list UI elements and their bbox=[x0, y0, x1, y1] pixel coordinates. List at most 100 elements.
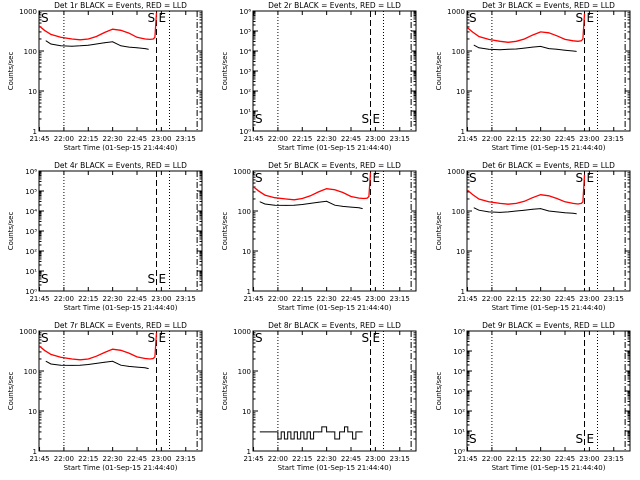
data-point bbox=[309, 431, 311, 433]
data-point bbox=[473, 207, 475, 209]
start-marker: S bbox=[255, 112, 263, 126]
y-tick-label: 10³ bbox=[239, 68, 251, 76]
data-point bbox=[144, 48, 146, 49]
data-point bbox=[326, 200, 328, 202]
y-tick-label: 10 bbox=[28, 88, 37, 96]
chart-title: Det 2r BLACK = Events, RED = LLD bbox=[268, 1, 401, 10]
y-tick-label: 10 bbox=[242, 248, 251, 256]
chart-panel-1: Det 1r BLACK = Events, RED = LLD 21:45 22:… bbox=[7, 1, 203, 152]
data-point bbox=[128, 46, 130, 48]
data-point bbox=[301, 198, 303, 199]
data-point bbox=[342, 206, 344, 207]
y-tick-label: 1000 bbox=[233, 328, 251, 336]
data-point bbox=[112, 41, 114, 43]
y-tick-label: 1000 bbox=[447, 168, 465, 176]
y-tick-label: 1000 bbox=[19, 8, 37, 16]
y-axis-label: Counts/sec bbox=[435, 372, 443, 411]
x-tick-label: 23:15 bbox=[390, 295, 410, 303]
y-tick-label: 10⁶ bbox=[453, 328, 465, 336]
data-point bbox=[523, 47, 525, 49]
y-tick-label: 100 bbox=[24, 48, 37, 56]
data-point bbox=[50, 363, 52, 365]
data-point bbox=[39, 345, 40, 347]
data-point bbox=[478, 209, 480, 211]
series-events-line bbox=[45, 360, 149, 370]
y-tick-label: 10⁰ bbox=[239, 128, 251, 136]
data-point bbox=[79, 39, 81, 41]
data-point bbox=[104, 32, 105, 33]
series-events-line bbox=[259, 200, 363, 210]
x-tick-label: 22:15 bbox=[78, 455, 98, 463]
data-point bbox=[326, 426, 328, 428]
data-point bbox=[582, 38, 584, 40]
data-point bbox=[350, 196, 352, 197]
data-point bbox=[507, 211, 509, 213]
data-point bbox=[44, 349, 45, 351]
y-tick-label: 1 bbox=[247, 288, 251, 296]
data-point bbox=[347, 426, 349, 428]
data-point bbox=[309, 195, 311, 197]
end-marker: E bbox=[373, 171, 381, 185]
data-point bbox=[156, 332, 157, 334]
data-point bbox=[45, 40, 47, 42]
end-marker: E bbox=[159, 11, 167, 25]
data-point bbox=[556, 198, 558, 199]
data-point bbox=[577, 203, 579, 205]
data-point bbox=[112, 28, 114, 30]
data-point bbox=[306, 431, 308, 433]
y-tick-label: 10⁴ bbox=[239, 48, 251, 56]
data-point bbox=[507, 41, 509, 43]
data-point bbox=[334, 204, 336, 206]
data-point bbox=[50, 34, 52, 35]
chart-panel-5: Det 5r BLACK = Events, RED = LLD 21:45 22:… bbox=[221, 161, 417, 312]
x-tick-label: 23:15 bbox=[176, 135, 196, 143]
chart-title: Det 5r BLACK = Events, RED = LLD bbox=[268, 161, 401, 170]
data-point bbox=[331, 431, 332, 433]
x-axis-label: Start Time (01-Sep-15 21:44:40) bbox=[278, 464, 392, 472]
start-marker: S bbox=[41, 331, 49, 345]
data-point bbox=[540, 31, 542, 33]
y-tick-label: 10⁵ bbox=[25, 188, 37, 196]
y-tick-label: 10⁰ bbox=[25, 288, 37, 296]
data-point bbox=[515, 210, 517, 212]
x-axis-label: Start Time (01-Sep-15 21:44:40) bbox=[492, 304, 606, 312]
series-lld-line bbox=[39, 332, 158, 361]
x-tick-label: 22:30 bbox=[317, 455, 337, 463]
x-tick-label: 23:15 bbox=[604, 135, 624, 143]
data-point bbox=[347, 431, 349, 433]
start-marker-2: S bbox=[576, 432, 584, 446]
y-tick-label: 100 bbox=[238, 368, 251, 376]
x-tick-label: 21:45 bbox=[457, 135, 477, 143]
data-point bbox=[467, 189, 468, 191]
x-tick-label: 22:15 bbox=[292, 295, 312, 303]
x-tick-label: 22:45 bbox=[127, 295, 147, 303]
y-tick-label: 10⁶ bbox=[239, 8, 251, 16]
data-point bbox=[321, 426, 323, 428]
data-point bbox=[156, 12, 157, 14]
data-point bbox=[368, 196, 370, 197]
y-tick-label: 10⁴ bbox=[25, 208, 37, 216]
data-point bbox=[321, 431, 323, 433]
data-point bbox=[95, 36, 97, 37]
x-axis-label: Start Time (01-Sep-15 21:44:40) bbox=[64, 144, 178, 152]
data-point bbox=[290, 431, 292, 433]
data-point bbox=[334, 431, 336, 433]
data-point bbox=[572, 212, 574, 214]
data-point bbox=[136, 356, 138, 358]
chart-title: Det 6r BLACK = Events, RED = LLD bbox=[482, 161, 615, 170]
data-point bbox=[149, 358, 151, 360]
y-tick-label: 1000 bbox=[233, 168, 251, 176]
start-marker: S bbox=[255, 331, 263, 345]
data-point bbox=[355, 431, 357, 433]
series-events-line bbox=[45, 40, 149, 50]
data-point bbox=[284, 431, 285, 433]
data-point bbox=[584, 13, 585, 15]
y-tick-label: 10³ bbox=[25, 228, 37, 236]
x-tick-label: 23:00 bbox=[151, 135, 171, 143]
data-point bbox=[87, 358, 89, 360]
data-point bbox=[467, 27, 468, 29]
data-point bbox=[499, 202, 501, 204]
data-point bbox=[104, 352, 105, 353]
data-point bbox=[478, 36, 480, 37]
data-point bbox=[584, 174, 585, 176]
